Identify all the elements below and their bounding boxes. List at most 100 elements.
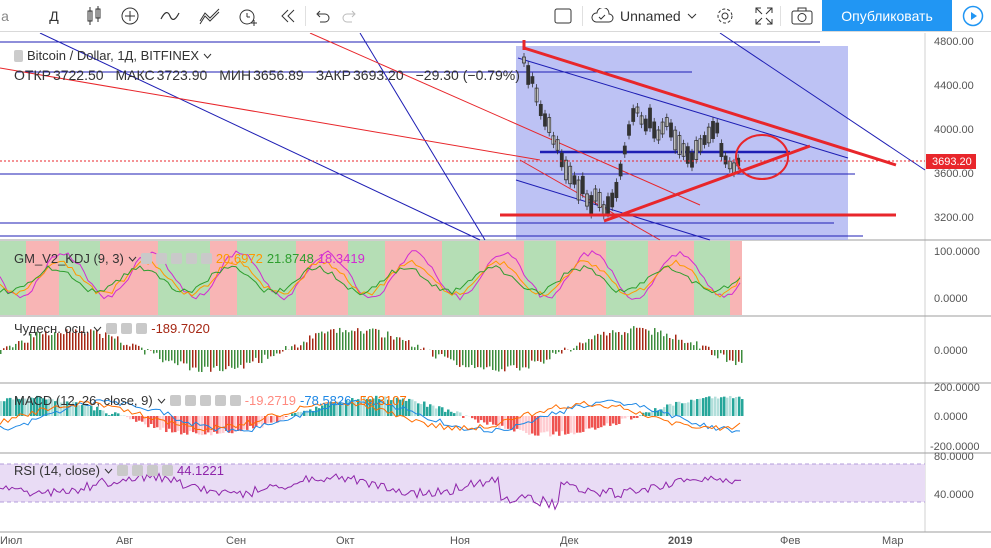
- ao-bar: [294, 344, 296, 350]
- kdj-legend[interactable]: GM_V2_KDJ (9, 3) 20.6972 21.8748 18.3419: [14, 251, 365, 266]
- chevron-down-icon: [687, 13, 697, 19]
- chevron-down-icon[interactable]: [203, 53, 212, 59]
- ao-bar: [63, 334, 65, 350]
- macd-bar: [63, 401, 66, 416]
- eye-icon[interactable]: [169, 395, 181, 406]
- macd-bar: [111, 413, 114, 416]
- macd-bar: [276, 416, 279, 423]
- macd-bar: [636, 416, 639, 418]
- ao-bar: [618, 332, 620, 350]
- visibility-icon[interactable]: [14, 49, 23, 62]
- close-icon[interactable]: [229, 395, 241, 406]
- gear-icon[interactable]: [131, 465, 143, 476]
- macd-bar: [132, 416, 135, 420]
- macd-bar: [645, 412, 648, 416]
- macd-legend[interactable]: MACD (12, 26, close, 9) -19.2719 -78.582…: [14, 393, 407, 408]
- macd-bar: [42, 398, 45, 416]
- macd-bar: [711, 398, 714, 416]
- ao-bar: [240, 350, 242, 365]
- close-icon[interactable]: [161, 465, 173, 476]
- macd-bar: [729, 396, 732, 416]
- eye-icon[interactable]: [140, 253, 152, 264]
- macd-bar: [693, 400, 696, 416]
- redo-icon[interactable]: [340, 3, 360, 29]
- symbol-legend[interactable]: Bitcoin / Dollar, 1Д, BITFINEX: [14, 48, 212, 63]
- chevron-down-icon[interactable]: [157, 398, 166, 404]
- menu-stub[interactable]: a: [1, 8, 9, 24]
- ao-bar: [726, 350, 728, 362]
- ao-bar: [657, 332, 659, 350]
- ao-bar: [720, 350, 722, 354]
- macd-bar: [495, 416, 498, 426]
- compare-icon[interactable]: [158, 3, 182, 29]
- ao-bar: [324, 333, 326, 350]
- kdj-zone: [556, 241, 606, 315]
- ao-bar: [54, 332, 56, 350]
- source-icon[interactable]: [199, 395, 211, 406]
- chevron-down-icon[interactable]: [104, 468, 113, 474]
- ao-bar: [3, 348, 5, 350]
- ao-bar: [78, 332, 80, 350]
- rsi-legend[interactable]: RSI (14, close) 44.1221: [14, 463, 224, 478]
- last-price-tag: [926, 154, 976, 169]
- ao-legend[interactable]: Чудесн. осц. -189.7020: [14, 321, 210, 336]
- alert-clock-icon[interactable]: [236, 3, 260, 29]
- ao-bar: [267, 350, 269, 359]
- add-indicator-icon[interactable]: [118, 3, 142, 29]
- gear-icon[interactable]: [184, 395, 196, 406]
- ao-bar: [192, 350, 194, 368]
- macd-bar: [633, 416, 636, 419]
- macd-value-macd: -78.5826: [300, 393, 352, 408]
- publish-button[interactable]: Опубликовать: [822, 0, 952, 31]
- source-icon[interactable]: [146, 465, 158, 476]
- templates-icon[interactable]: [198, 3, 222, 29]
- drawing-parallel-channel[interactable]: [515, 46, 849, 241]
- more-icon[interactable]: [214, 395, 226, 406]
- eye-icon[interactable]: [106, 323, 118, 334]
- time-tick: Сен: [226, 535, 246, 547]
- ao-bar: [693, 345, 695, 350]
- ao-bar: [492, 350, 494, 370]
- macd-bar: [486, 416, 489, 425]
- drawing-ellipse[interactable]: [735, 134, 789, 180]
- macd-bar: [651, 411, 654, 416]
- gear-icon[interactable]: [155, 253, 167, 264]
- more-icon[interactable]: [185, 253, 197, 264]
- fullscreen-icon[interactable]: [752, 3, 776, 29]
- gear-icon[interactable]: [121, 323, 133, 334]
- chevron-down-icon[interactable]: [93, 326, 102, 332]
- settings-gear-icon[interactable]: [713, 3, 737, 29]
- fullscreen-select-icon[interactable]: [552, 3, 574, 29]
- rsi-value: 44.1221: [176, 463, 224, 478]
- source-icon[interactable]: [170, 253, 182, 264]
- layout-name-button[interactable]: Unnamed: [590, 3, 710, 29]
- macd-bar: [534, 416, 537, 436]
- close-icon[interactable]: [200, 253, 212, 264]
- macd-bar: [603, 416, 606, 426]
- eye-icon[interactable]: [116, 465, 128, 476]
- ao-bar: [27, 342, 29, 350]
- macd-bar: [201, 416, 204, 436]
- ao-bar: [216, 350, 218, 366]
- drawing-triangle[interactable]: [500, 40, 897, 223]
- macd-bar: [597, 416, 600, 429]
- ao-bar: [378, 329, 380, 350]
- interval-button[interactable]: Д: [49, 8, 59, 24]
- macd-bar: [171, 416, 174, 433]
- drawing-horizontal-lines[interactable]: [0, 41, 863, 237]
- play-icon[interactable]: [955, 0, 991, 31]
- high-value: 3723.90: [156, 67, 208, 83]
- ao-bar: [612, 330, 614, 350]
- ao-bar: [138, 345, 140, 350]
- macd-bar: [408, 398, 411, 416]
- ao-bar: [207, 350, 209, 367]
- macd-bar: [264, 416, 267, 424]
- close-icon[interactable]: [136, 323, 148, 334]
- chart-type-candles-icon[interactable]: [82, 3, 106, 29]
- macd-bar: [303, 410, 306, 416]
- chevron-down-icon[interactable]: [128, 256, 137, 262]
- replay-icon[interactable]: [276, 3, 300, 29]
- chart-canvas[interactable]: 4800.00 4400.00 4000.00 3600.00 3200.00 …: [0, 33, 991, 548]
- snapshot-camera-icon[interactable]: [790, 3, 814, 29]
- undo-icon[interactable]: [312, 3, 332, 29]
